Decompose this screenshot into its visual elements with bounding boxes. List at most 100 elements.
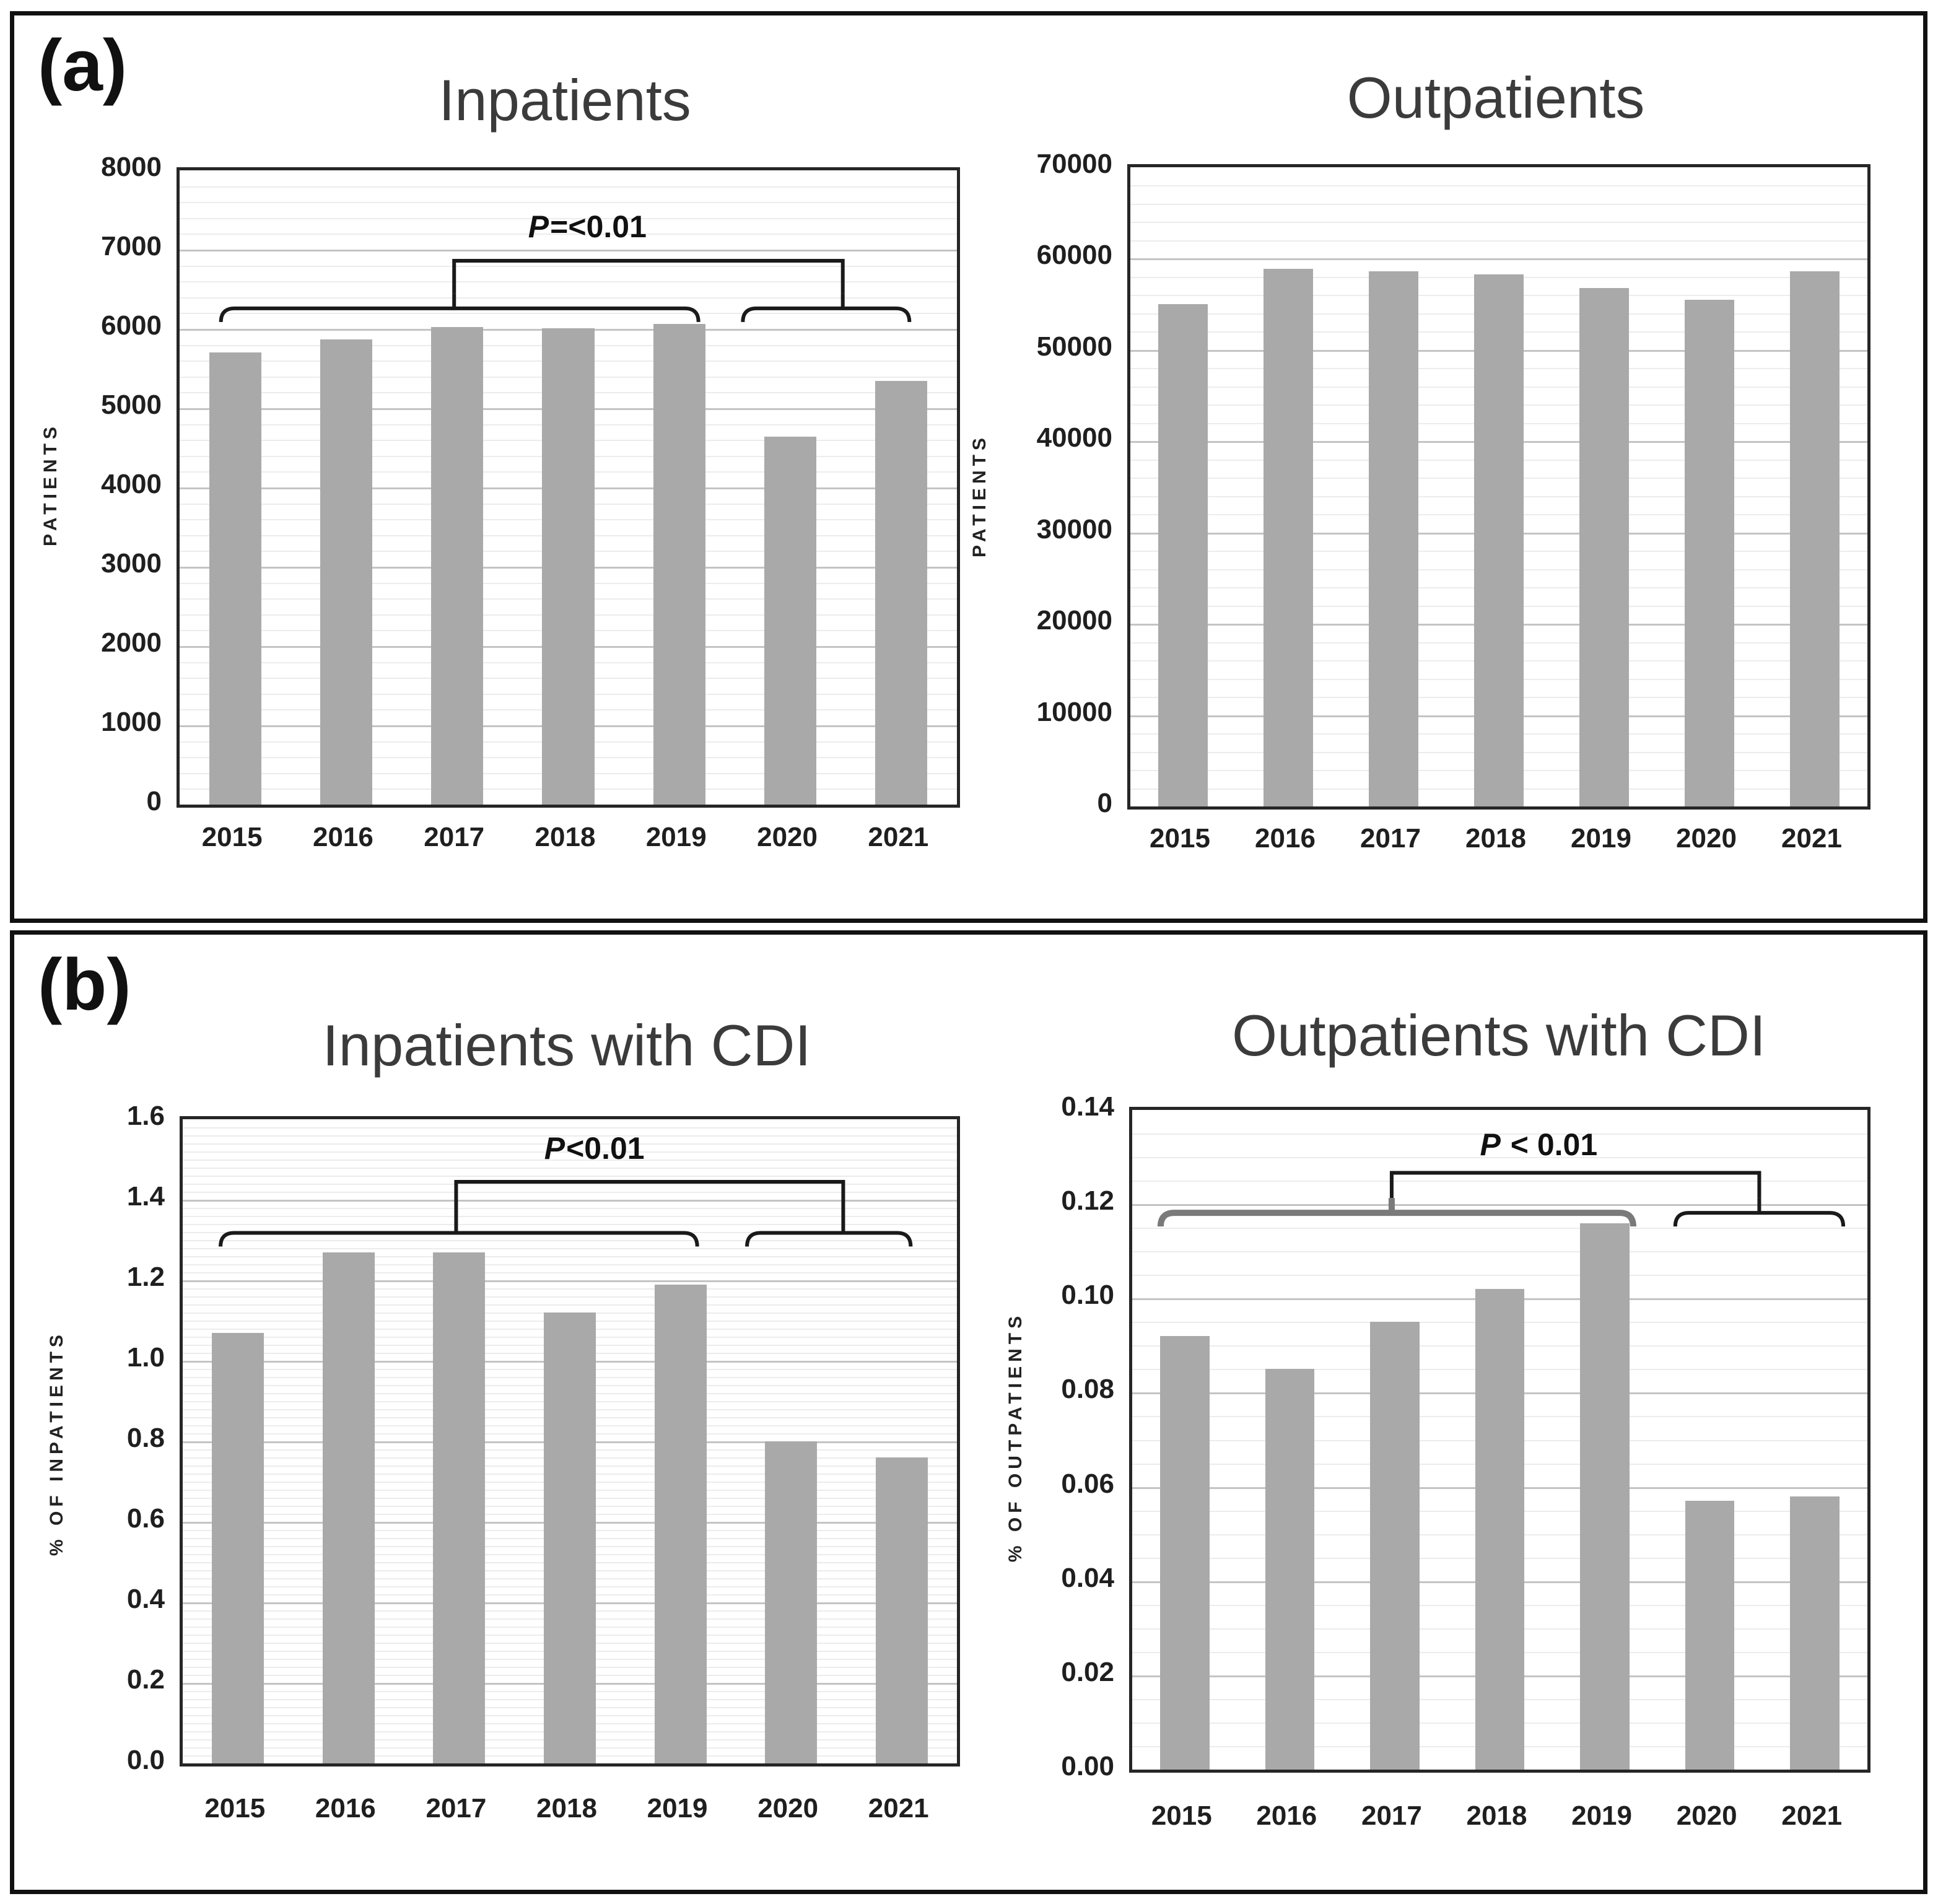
significance-group-bracket bbox=[745, 1218, 913, 1247]
minor-gridline bbox=[183, 1176, 957, 1177]
minor-gridline bbox=[183, 1168, 957, 1169]
y-tick-label: 1.0 bbox=[126, 1342, 165, 1373]
minor-gridline bbox=[1132, 1181, 1867, 1182]
y-tick-label: 0.6 bbox=[126, 1503, 165, 1534]
minor-gridline bbox=[183, 1192, 957, 1193]
y-tick-label: 20000 bbox=[1036, 605, 1112, 636]
significance-connector-bracket bbox=[1389, 1171, 1761, 1199]
plot-area bbox=[180, 1116, 960, 1766]
x-tick-2019: 2019 bbox=[1571, 823, 1631, 854]
y-tick-label: 2000 bbox=[101, 627, 162, 658]
bar-2017 bbox=[1370, 1322, 1420, 1770]
minor-gridline bbox=[1130, 203, 1867, 205]
minor-gridline bbox=[1132, 1133, 1867, 1135]
y-tick-label: 0 bbox=[146, 786, 162, 816]
bar-2020 bbox=[1685, 299, 1734, 806]
significance-group-bracket bbox=[219, 1218, 699, 1247]
x-tick-2020: 2020 bbox=[1676, 823, 1737, 854]
y-tick-label: 5000 bbox=[101, 390, 162, 420]
y-tick-label: 8000 bbox=[101, 152, 162, 182]
y-tick-label: 1.2 bbox=[126, 1262, 165, 1292]
bar-2019 bbox=[1580, 1223, 1630, 1770]
y-tick-label: 0.02 bbox=[1061, 1656, 1114, 1687]
minor-gridline bbox=[1130, 222, 1867, 224]
x-tick-2019: 2019 bbox=[647, 1793, 708, 1823]
y-tick-label: 70000 bbox=[1036, 149, 1112, 179]
minor-gridline bbox=[180, 202, 957, 204]
minor-gridline bbox=[183, 1248, 957, 1249]
bar-2016 bbox=[1265, 1369, 1315, 1770]
minor-gridline bbox=[1132, 1275, 1867, 1277]
minor-gridline bbox=[1130, 185, 1867, 187]
chart-title: Inpatients with CDI bbox=[322, 1013, 811, 1078]
significance-group-bracket bbox=[741, 293, 912, 322]
minor-gridline bbox=[183, 1216, 957, 1217]
bar-2016 bbox=[320, 339, 373, 805]
minor-gridline bbox=[183, 1224, 957, 1225]
x-tick-2017: 2017 bbox=[1360, 823, 1421, 854]
y-tick-label: 0.10 bbox=[1061, 1280, 1114, 1311]
y-tick-label: 3000 bbox=[101, 548, 162, 579]
bar-2018 bbox=[544, 1312, 596, 1763]
major-gridline bbox=[1132, 1204, 1867, 1207]
minor-gridline bbox=[180, 186, 957, 188]
y-axis-label: % OF OUTPATIENTS bbox=[1005, 1311, 1026, 1563]
x-tick-2020: 2020 bbox=[1676, 1801, 1737, 1831]
x-tick-2018: 2018 bbox=[1466, 1801, 1527, 1831]
y-tick-label: 7000 bbox=[101, 231, 162, 261]
bar-2020 bbox=[764, 437, 817, 805]
bar-2017 bbox=[431, 327, 484, 805]
minor-gridline bbox=[183, 1184, 957, 1185]
major-gridline bbox=[180, 250, 957, 251]
chart-title: Outpatients bbox=[1347, 65, 1645, 130]
minor-gridline bbox=[1132, 1157, 1867, 1159]
plot-area bbox=[1129, 1107, 1870, 1773]
x-tick-2015: 2015 bbox=[1150, 823, 1210, 854]
minor-gridline bbox=[180, 234, 957, 235]
x-tick-2016: 2016 bbox=[312, 822, 373, 852]
minor-gridline bbox=[183, 1288, 957, 1290]
minor-gridline bbox=[183, 1296, 957, 1298]
significance-label: P < 0.01 bbox=[1480, 1127, 1598, 1162]
plot-area bbox=[1127, 164, 1870, 810]
minor-gridline bbox=[1132, 1228, 1867, 1229]
y-tick-label: 0.04 bbox=[1061, 1562, 1114, 1593]
bar-2021 bbox=[875, 381, 928, 805]
significance-connector-bracket bbox=[452, 259, 845, 294]
y-tick-label: 0.12 bbox=[1061, 1186, 1114, 1216]
x-tick-2015: 2015 bbox=[201, 822, 263, 852]
bar-2021 bbox=[1790, 271, 1840, 806]
x-tick-2019: 2019 bbox=[645, 822, 707, 852]
minor-gridline bbox=[183, 1264, 957, 1265]
minor-gridline bbox=[183, 1208, 957, 1209]
panel-label-a: (a) bbox=[38, 25, 128, 107]
y-tick-label: 0.8 bbox=[126, 1423, 165, 1453]
bar-2019 bbox=[654, 1284, 707, 1763]
bar-2017 bbox=[1369, 271, 1418, 806]
bar-2015 bbox=[212, 1332, 264, 1763]
significance-group-bracket bbox=[219, 293, 701, 322]
bar-2019 bbox=[1579, 287, 1629, 806]
y-axis-label: PATIENTS bbox=[969, 434, 990, 557]
y-axis-label: % OF INPATIENTS bbox=[46, 1330, 67, 1556]
y-tick-label: 1.6 bbox=[126, 1101, 165, 1131]
y-tick-label: 0.14 bbox=[1061, 1091, 1114, 1122]
bar-2018 bbox=[542, 328, 595, 805]
y-tick-label: 40000 bbox=[1036, 422, 1112, 453]
significance-label: P=<0.01 bbox=[528, 209, 647, 244]
minor-gridline bbox=[183, 1135, 957, 1137]
y-tick-label: 30000 bbox=[1036, 513, 1112, 544]
x-tick-2017: 2017 bbox=[1361, 1801, 1422, 1831]
minor-gridline bbox=[183, 1151, 957, 1153]
minor-gridline bbox=[180, 281, 957, 283]
y-tick-label: 0.0 bbox=[126, 1745, 165, 1775]
minor-gridline bbox=[1132, 1251, 1867, 1253]
minor-gridline bbox=[180, 297, 957, 299]
bar-2015 bbox=[1159, 1336, 1210, 1770]
significance-connector-bracket bbox=[454, 1179, 845, 1218]
bar-2021 bbox=[875, 1457, 928, 1763]
x-tick-2018: 2018 bbox=[535, 822, 596, 852]
minor-gridline bbox=[1130, 240, 1867, 242]
bar-2020 bbox=[765, 1441, 818, 1763]
x-tick-2021: 2021 bbox=[868, 1793, 929, 1823]
